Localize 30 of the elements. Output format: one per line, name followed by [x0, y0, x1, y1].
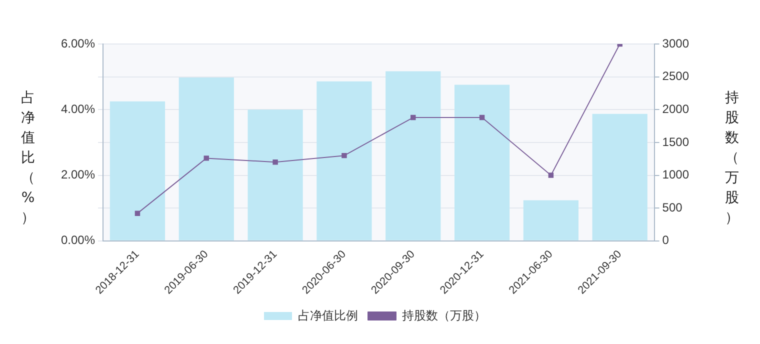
- legend-label: 持股数（万股）: [402, 308, 486, 322]
- y2-axis-title: 持股数（万股）: [724, 89, 740, 228]
- point: [548, 172, 554, 178]
- y2-tick-label: 2500: [662, 69, 690, 84]
- bar: [316, 81, 372, 240]
- point: [410, 114, 416, 120]
- bar: [110, 101, 166, 240]
- y-axis-title: 占净值比（%）: [20, 89, 36, 228]
- bar: [248, 110, 303, 240]
- y2-tick-label: 500: [662, 200, 683, 214]
- y2-tick-label: 1000: [662, 168, 690, 182]
- y-tick-label: 2.00%: [60, 168, 96, 182]
- bar: [592, 114, 648, 240]
- y2-tick-label: 0: [662, 233, 670, 248]
- bar: [386, 71, 441, 240]
- point: [134, 210, 140, 216]
- point: [479, 114, 485, 120]
- y-tick-label: 6.00%: [60, 36, 96, 50]
- bar: [523, 200, 579, 240]
- point: [272, 160, 278, 165]
- legend-label: 占净值比例: [298, 308, 358, 322]
- y-tick-label: 4.00%: [60, 102, 96, 116]
- y2-tick-label: 2000: [662, 102, 690, 116]
- y2-tick-label: 1500: [662, 134, 690, 149]
- point: [204, 156, 210, 161]
- y-tick-label: 0.00%: [60, 233, 96, 248]
- y2-tick-label: 3000: [662, 36, 690, 50]
- bar: [178, 77, 234, 240]
- bar: [454, 84, 510, 240]
- point: [342, 152, 347, 158]
